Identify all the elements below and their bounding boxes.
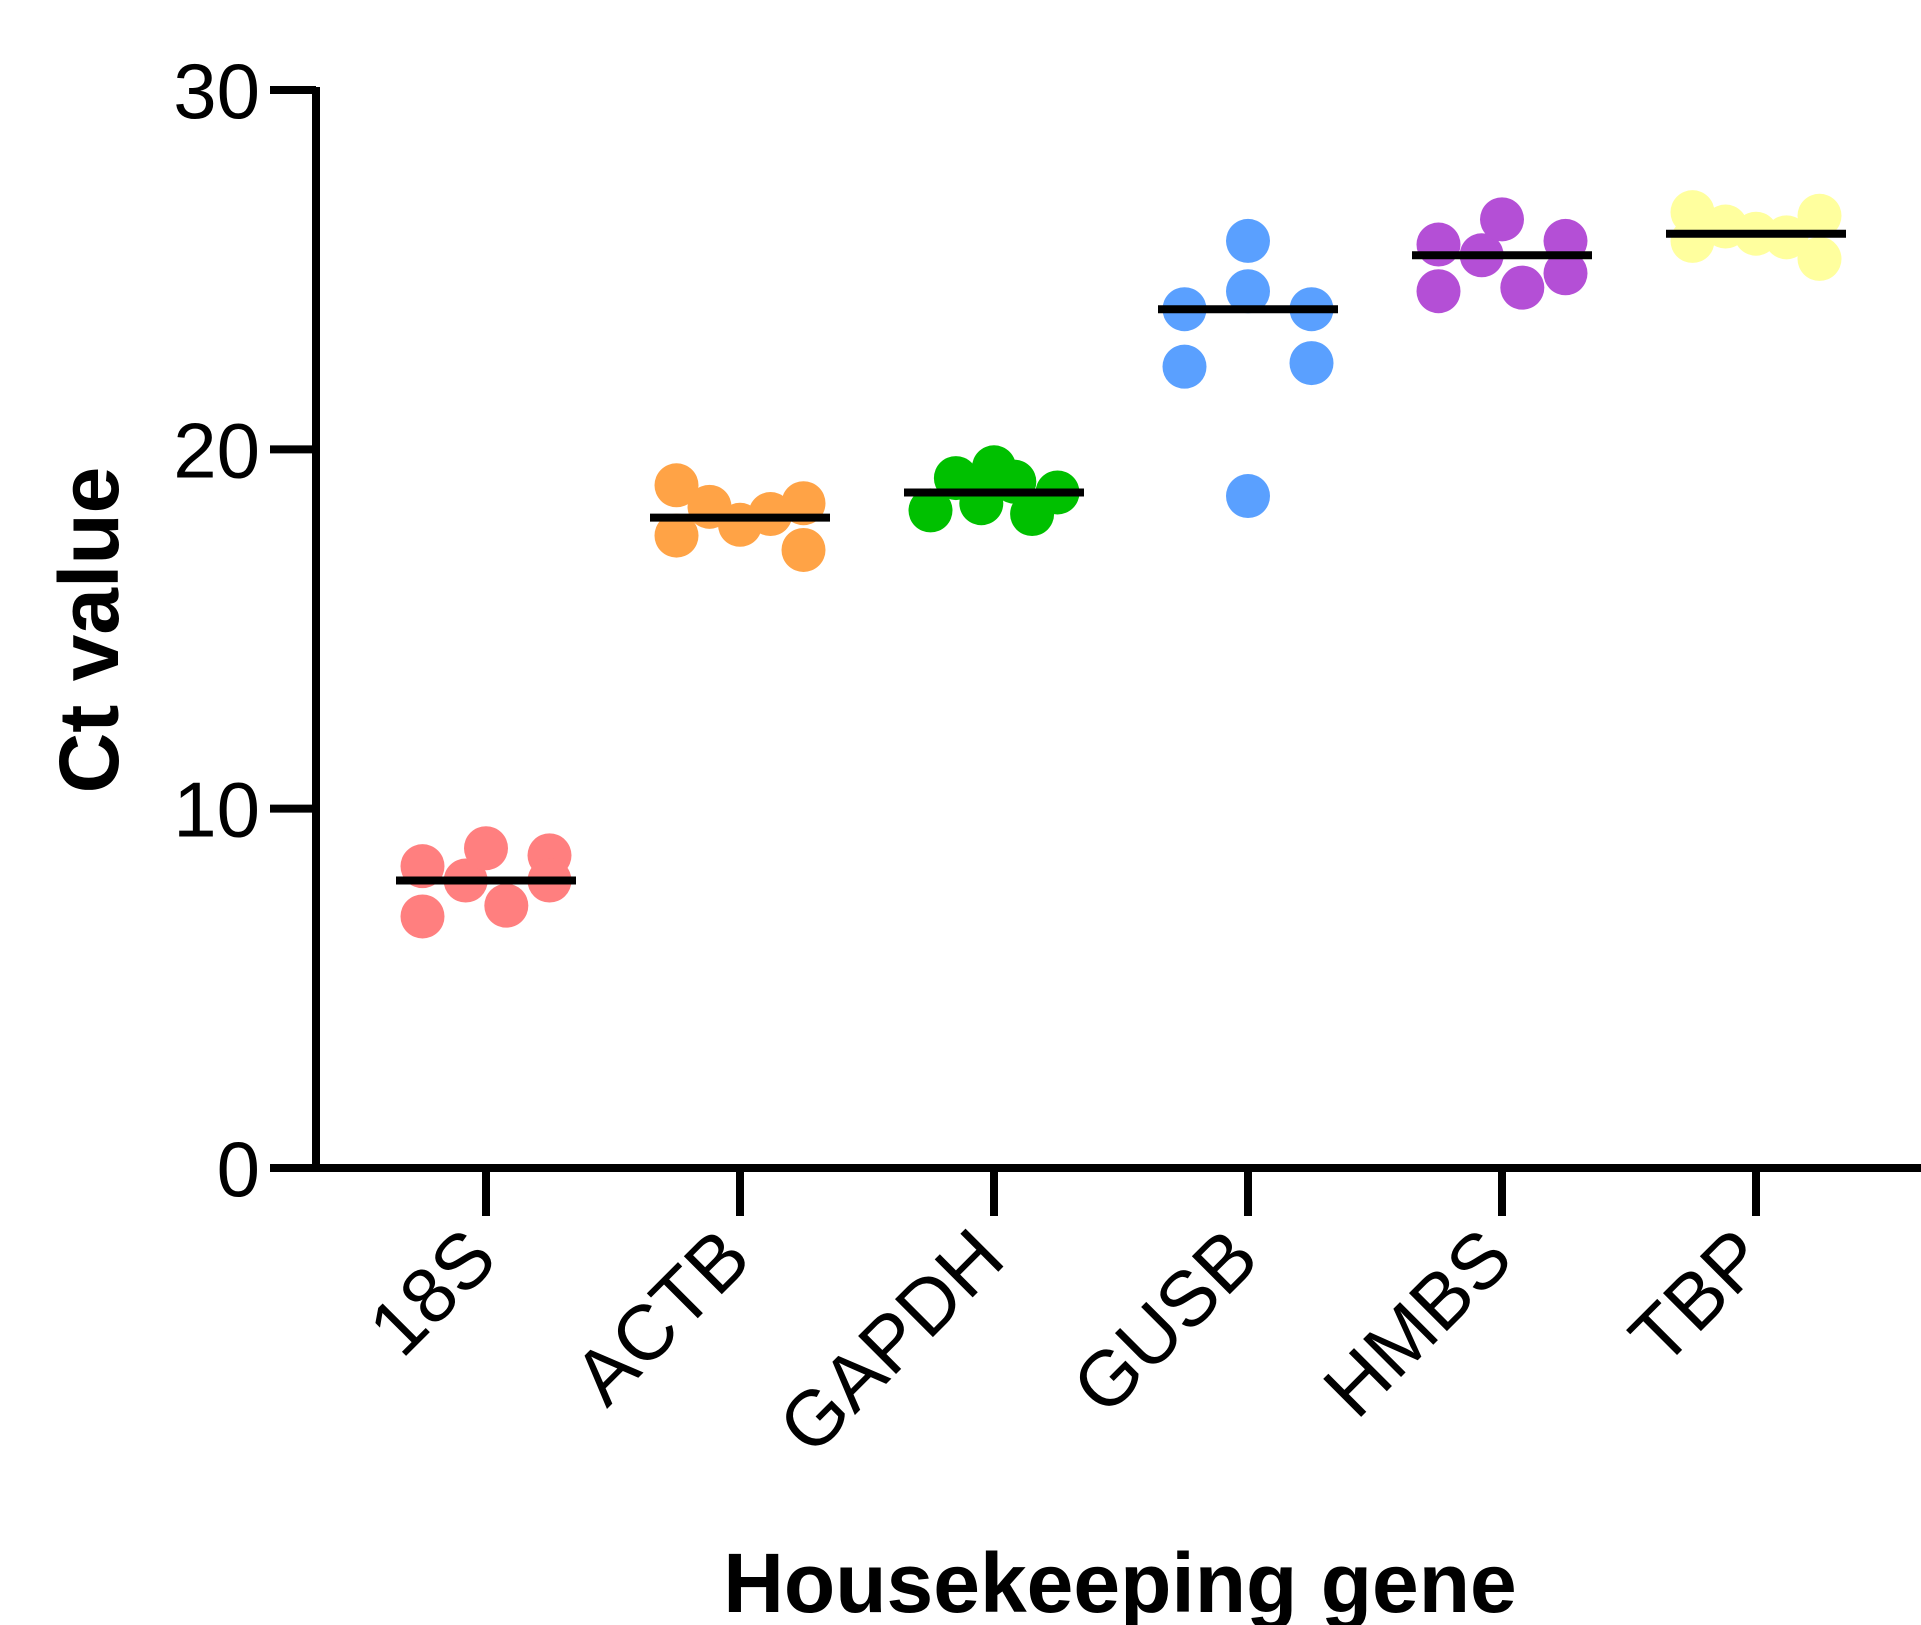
data-point <box>464 826 508 871</box>
x-tick-label: 18S <box>352 1212 512 1372</box>
data-point <box>908 488 953 533</box>
data-point <box>1226 269 1270 314</box>
data-point <box>1543 251 1588 296</box>
data-point <box>484 883 529 928</box>
x-tick-label: TBP <box>1613 1212 1782 1381</box>
data-point <box>1500 265 1545 310</box>
points-layer <box>400 190 1842 939</box>
x-tick-label: GUSB <box>1055 1212 1274 1431</box>
data-point <box>1289 341 1334 386</box>
x-axis-title: Housekeeping gene <box>723 1536 1517 1625</box>
data-point <box>1226 474 1270 519</box>
axes-layer <box>312 87 1921 1172</box>
data-point <box>654 463 699 508</box>
x-tick-label: HMBS <box>1306 1212 1528 1434</box>
data-point <box>1480 197 1524 242</box>
data-point <box>1416 269 1461 314</box>
means-layer <box>396 229 1846 885</box>
data-point <box>781 527 826 572</box>
data-point <box>1797 193 1842 238</box>
y-ticks: 0 10 20 30 <box>173 47 316 1213</box>
x-tick-label: ACTB <box>557 1212 766 1421</box>
data-point <box>1670 218 1715 263</box>
data-point <box>1797 236 1842 281</box>
y-tick-label: 0 <box>217 1125 260 1213</box>
data-point <box>654 513 699 558</box>
data-point <box>400 894 445 939</box>
y-axis-title: Ct value <box>42 467 136 794</box>
y-tick-label: 30 <box>173 47 260 135</box>
y-tick-label: 10 <box>173 766 260 854</box>
x-tick-label: GAPDH <box>762 1212 1020 1470</box>
y-tick-label: 20 <box>173 406 260 494</box>
data-point <box>1162 344 1207 389</box>
data-point <box>1226 218 1270 263</box>
data-point <box>1416 222 1461 267</box>
